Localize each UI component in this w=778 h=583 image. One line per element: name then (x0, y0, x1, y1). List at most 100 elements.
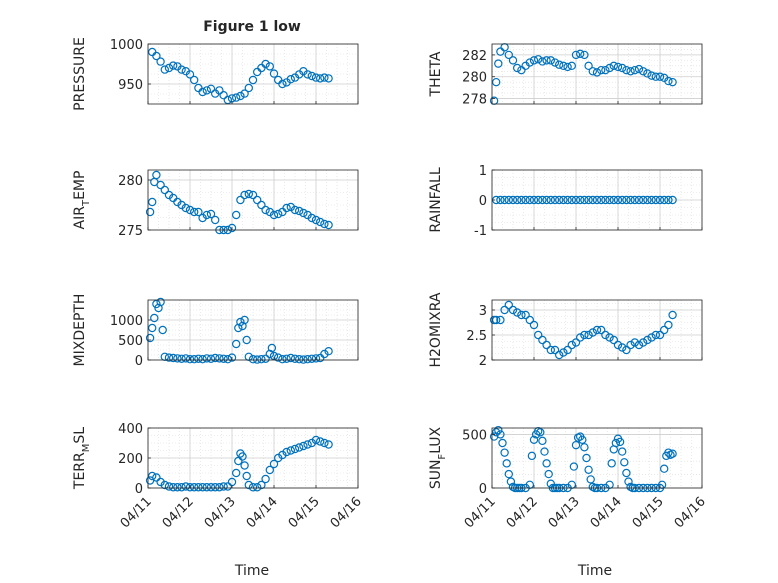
data-point (244, 83, 253, 93)
data-point (160, 480, 169, 490)
data-point (257, 480, 266, 490)
data-point (145, 207, 155, 217)
data-point (307, 213, 316, 223)
subplot-theta: 278 280 282 THETA (428, 43, 703, 108)
y-axis-label: TERRMSL (72, 427, 92, 490)
data-point (517, 310, 526, 320)
data-point (303, 355, 312, 364)
data-point (210, 215, 220, 225)
data-point (231, 468, 241, 478)
data-point (164, 353, 174, 362)
data-point (494, 425, 503, 435)
axes-box (491, 299, 703, 361)
data-point (555, 195, 564, 205)
data-point (601, 330, 610, 340)
data-point (563, 62, 572, 72)
y-tick-label: 1000 (110, 314, 143, 329)
data-point (567, 61, 577, 71)
data-point (206, 209, 216, 219)
data-point (261, 59, 270, 69)
data-point (542, 340, 551, 350)
data-point (206, 84, 216, 94)
data-point (303, 440, 312, 449)
data-point (215, 354, 224, 363)
data-point (242, 471, 251, 481)
data-point (555, 350, 564, 360)
data-point (295, 443, 304, 452)
data-point (496, 195, 505, 205)
data-point (660, 195, 669, 205)
data-point (316, 437, 325, 446)
data-point (248, 483, 258, 492)
data-point (181, 482, 190, 491)
data-point (588, 67, 598, 76)
y-axis-label: AIRTEMP (72, 171, 92, 230)
y-tick-label: 3 (479, 304, 487, 319)
data-point (311, 435, 321, 445)
data-point (156, 297, 165, 307)
data-point (156, 57, 165, 66)
data-point (303, 70, 312, 79)
x-axis-label-right: Time (577, 563, 612, 579)
y-tick-label: 2.5 (466, 329, 487, 344)
data-point (168, 483, 178, 492)
data-point (550, 195, 560, 205)
data-point (147, 471, 157, 481)
data-point (261, 205, 270, 215)
data-point (546, 345, 556, 355)
data-point (664, 320, 673, 330)
data-point (546, 195, 556, 205)
data-point (630, 338, 640, 347)
y-axis-label: THETA (428, 51, 444, 97)
data-point (311, 354, 321, 363)
data-point (630, 195, 640, 205)
data-point (569, 462, 579, 471)
data-point (261, 474, 270, 484)
data-point (267, 343, 277, 353)
data-point (219, 482, 228, 491)
data-point (496, 430, 505, 439)
data-point (639, 338, 648, 347)
subplot-pressure: 950 1000 PRESSURE (72, 37, 359, 111)
data-point (286, 74, 295, 84)
axes-box (147, 299, 359, 361)
data-point (278, 355, 287, 364)
data-point (643, 69, 652, 78)
data-point (194, 483, 203, 492)
data-point (622, 345, 631, 355)
data-point (508, 305, 518, 315)
data-point (597, 65, 606, 75)
data-point (219, 90, 228, 100)
data-point (655, 72, 665, 81)
data-point (588, 195, 598, 205)
data-point (158, 325, 167, 335)
data-point (147, 197, 157, 207)
y-tick-label: 280 (462, 71, 487, 86)
data-point (611, 438, 621, 448)
data-point (563, 345, 572, 355)
y-axis-label: PRESSURE (72, 37, 88, 111)
data-point (534, 330, 543, 340)
data-point (324, 220, 333, 230)
data-point (316, 74, 325, 83)
data-point (236, 195, 245, 205)
data-point (529, 435, 539, 444)
data-point (502, 459, 511, 468)
data-point (206, 354, 216, 363)
data-point (546, 479, 556, 488)
data-point (647, 71, 656, 80)
data-point (152, 170, 161, 180)
data-point (538, 57, 547, 66)
data-point (643, 195, 652, 205)
data-point (639, 67, 648, 76)
data-point (613, 195, 623, 205)
data-point (618, 343, 627, 352)
data-point (668, 77, 677, 87)
data-point (504, 195, 513, 205)
data-point (269, 459, 279, 469)
data-point (261, 354, 270, 363)
data-point (668, 449, 677, 458)
data-point (299, 208, 308, 218)
data-point (597, 195, 606, 205)
